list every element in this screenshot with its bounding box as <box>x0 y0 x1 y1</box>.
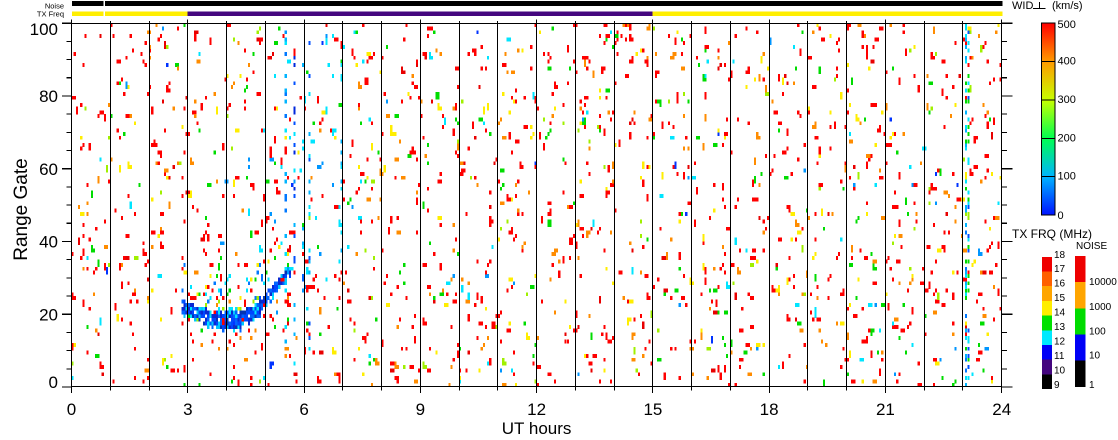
svg-text:0: 0 <box>49 373 58 392</box>
svg-text:18: 18 <box>1054 250 1066 261</box>
svg-text:400: 400 <box>1058 56 1076 68</box>
svg-text:1: 1 <box>1089 380 1095 391</box>
svg-text:17: 17 <box>1054 264 1066 275</box>
svg-text:Noise: Noise <box>45 2 64 11</box>
svg-text:15: 15 <box>643 400 662 419</box>
svg-text:300: 300 <box>1058 94 1076 106</box>
svg-text:200: 200 <box>1058 132 1076 144</box>
svg-text:20: 20 <box>39 305 58 324</box>
svg-text:11: 11 <box>1054 351 1065 362</box>
svg-text:100: 100 <box>1089 327 1106 338</box>
svg-text:80: 80 <box>39 87 58 106</box>
svg-text:40: 40 <box>39 233 58 252</box>
svg-text:(km/s): (km/s) <box>1052 0 1083 12</box>
svg-text:16: 16 <box>1054 279 1066 290</box>
svg-text:WID: WID <box>1012 0 1033 12</box>
svg-text:100: 100 <box>1058 171 1076 183</box>
svg-text:21: 21 <box>876 400 895 419</box>
svg-text:500: 500 <box>1058 19 1076 31</box>
svg-text:12: 12 <box>527 400 546 419</box>
svg-text:10: 10 <box>1054 365 1066 376</box>
svg-text:Range Gate: Range Gate <box>11 158 32 260</box>
svg-text:10000: 10000 <box>1089 277 1117 288</box>
svg-text:6: 6 <box>299 400 308 419</box>
svg-text:TX Freq: TX Freq <box>37 9 64 18</box>
svg-text:13: 13 <box>1054 322 1066 333</box>
svg-text:0: 0 <box>1058 210 1064 222</box>
svg-text:TX FRQ (MHz): TX FRQ (MHz) <box>1012 227 1092 241</box>
svg-text:12: 12 <box>1054 337 1066 348</box>
svg-text:10: 10 <box>1089 351 1101 362</box>
svg-text:NOISE: NOISE <box>1076 241 1107 252</box>
svg-text:0: 0 <box>67 400 76 419</box>
svg-text:100: 100 <box>30 20 58 39</box>
svg-text:15: 15 <box>1054 293 1066 304</box>
svg-text:3: 3 <box>183 400 192 419</box>
svg-text:9: 9 <box>416 400 425 419</box>
svg-text:18: 18 <box>760 400 779 419</box>
svg-text:14: 14 <box>1054 308 1066 319</box>
svg-text:60: 60 <box>39 160 58 179</box>
svg-text:1000: 1000 <box>1089 302 1112 313</box>
svg-text:UT hours: UT hours <box>502 419 572 435</box>
svg-text:24: 24 <box>992 400 1011 419</box>
svg-text:9: 9 <box>1054 380 1060 391</box>
